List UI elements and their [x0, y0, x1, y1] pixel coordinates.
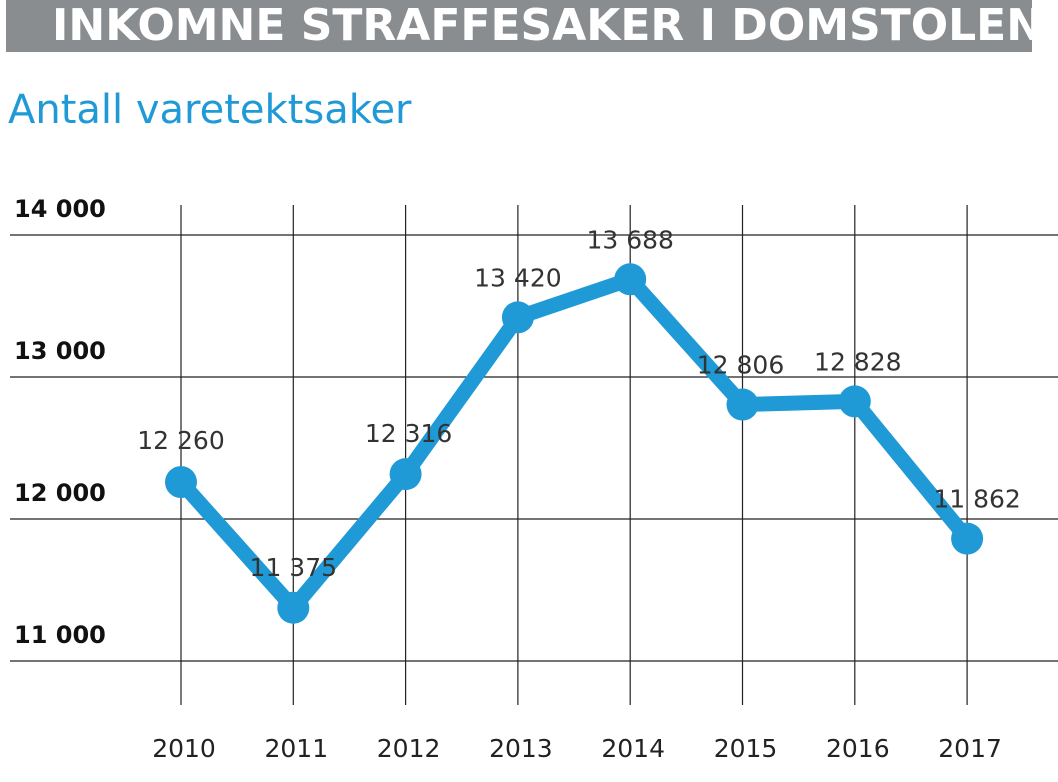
data-point-2013: [501, 301, 534, 334]
data-point-2016: [838, 385, 871, 418]
x-tick-label: 2011: [264, 734, 328, 763]
x-tick-label: 2014: [601, 734, 665, 763]
data-point-2010: [165, 466, 197, 499]
data-point-2015: [726, 388, 759, 421]
chart-subtitle: Antall varetektsaker: [8, 87, 412, 133]
data-label-2014: 13 688: [586, 225, 673, 254]
series-line-group: [173, 271, 975, 616]
vertical-gridlines: [180, 205, 968, 705]
data-point-2012: [389, 458, 422, 491]
data-label-2012: 12 316: [365, 419, 452, 448]
series-line: [173, 271, 975, 616]
data-label-2011: 11 375: [250, 553, 337, 582]
data-point-2011: [277, 591, 310, 624]
data-point-2014: [614, 263, 647, 296]
x-axis-tick-labels: 2010 2011 2012 2013 2014 2015 2016 2017: [152, 734, 1002, 763]
banner-title: INKOMNE STRAFFESAKER I DOMSTOLENE: [52, 0, 1058, 51]
data-points: [165, 263, 984, 624]
y-axis-tick-labels: 11 000 12 000 13 000 14 000: [14, 195, 106, 649]
y-tick-label: 11 000: [14, 621, 106, 649]
x-tick-label: 2016: [826, 734, 890, 763]
x-tick-label: 2010: [152, 734, 216, 763]
y-tick-label: 13 000: [14, 337, 106, 365]
y-tick-label: 14 000: [14, 195, 106, 223]
data-point-2017: [951, 522, 984, 555]
data-label-2016: 12 828: [814, 347, 901, 376]
data-label-2010: 12 260: [137, 426, 224, 455]
data-label-2015: 12 806: [697, 351, 784, 380]
x-tick-label: 2015: [714, 734, 778, 763]
data-label-2013: 13 420: [474, 263, 561, 292]
y-tick-label: 12 000: [14, 479, 106, 507]
data-label-2017: 11 862: [933, 485, 1020, 514]
x-tick-label: 2012: [377, 734, 441, 763]
x-tick-label: 2013: [489, 734, 553, 763]
data-labels: 12 260 11 375 12 316 13 420 13 688 12 806 12 8…: [137, 225, 1021, 581]
title-banner: INKOMNE STRAFFESAKER I DOMSTOLENE: [6, 0, 1058, 52]
horizontal-gridlines: [10, 234, 1058, 662]
x-tick-label: 2017: [938, 734, 1002, 763]
